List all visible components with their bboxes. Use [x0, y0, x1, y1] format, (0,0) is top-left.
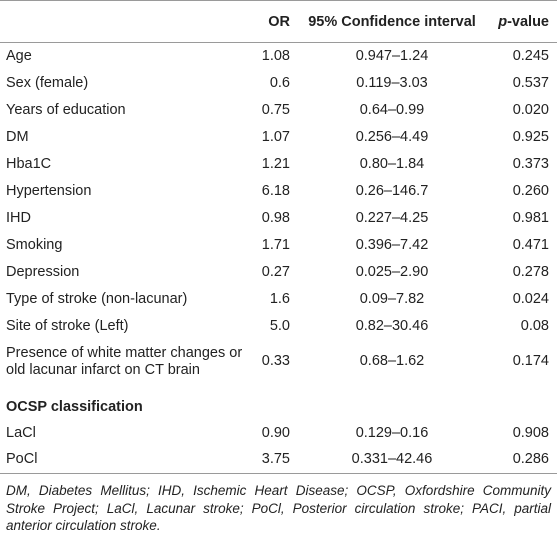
table-cell: 0.26–146.7	[355, 182, 429, 199]
table-cell: 0.981	[512, 209, 549, 226]
table-cell: DM	[6, 128, 29, 145]
section-row: OCSP classification	[0, 384, 557, 420]
table-cell: 0.09–7.82	[359, 290, 425, 307]
table-cell: 0.80–1.84	[359, 155, 425, 172]
table-cell: 0.537	[512, 74, 549, 91]
table-cell: 0.64–0.99	[359, 101, 425, 118]
header-row: OR 95% Confidence interval p-value	[0, 0, 557, 43]
table-cell: 0.025–2.90	[355, 263, 429, 280]
table-row: Smoking 1.71 0.396–7.42 0.471	[0, 232, 557, 259]
table-row: Presence of white matter changes or old …	[0, 340, 557, 384]
table-cell: 0.396–7.42	[355, 236, 429, 253]
table-cell: Years of education	[6, 101, 126, 118]
table-cell: Presence of white matter changes or old …	[6, 344, 243, 378]
table-row: Hypertension 6.18 0.26–146.7 0.260	[0, 178, 557, 205]
table-cell: 0.331–42.46	[351, 451, 433, 468]
table-cell: 0.6	[269, 74, 290, 91]
table-cell: 0.245	[512, 47, 549, 64]
table-row: Depression 0.27 0.025–2.90 0.278	[0, 259, 557, 286]
table-row: Years of education 0.75 0.64–0.99 0.020	[0, 97, 557, 124]
table-row: PoCl 3.75 0.331–42.46 0.286	[0, 447, 557, 474]
table-cell: 0.90	[261, 424, 290, 441]
table-cell: 1.21	[261, 155, 290, 172]
table-cell: 0.471	[512, 236, 549, 253]
table-cell: 0.08	[520, 317, 549, 334]
table-cell: 0.925	[512, 128, 549, 145]
table-cell: IHD	[6, 209, 31, 226]
table-row: Site of stroke (Left) 5.0 0.82–30.46 0.08	[0, 313, 557, 340]
table-cell: Sex (female)	[6, 74, 89, 91]
table-header: OR 95% Confidence interval p-value	[0, 0, 557, 43]
table-cell: Hba1C	[6, 155, 52, 172]
table-cell: Type of stroke (non-lacunar)	[6, 290, 188, 307]
table-cell: 1.71	[261, 236, 290, 253]
table-cell: 0.33	[261, 353, 290, 369]
table-cell: Site of stroke (Left)	[6, 317, 129, 334]
table-cell: 0.82–30.46	[355, 317, 429, 334]
table-cell: Depression	[6, 263, 80, 280]
table-cell: 0.119–3.03	[356, 74, 428, 91]
table-cell: 0.98	[261, 209, 290, 226]
table-cell: Hypertension	[6, 182, 92, 199]
table-cell: 0.27	[261, 263, 290, 280]
table-row: Sex (female) 0.6 0.119–3.03 0.537	[0, 70, 557, 97]
table-cell: 3.75	[261, 451, 290, 468]
table-row: IHD 0.98 0.227–4.25 0.981	[0, 205, 557, 232]
table-body: Age 1.08 0.947–1.24 0.245 Sex (female) 0.6 0.1…	[0, 43, 557, 474]
table-cell: 0.75	[261, 101, 290, 118]
table-row: Age 1.08 0.947–1.24 0.245	[0, 43, 557, 70]
table-cell: 1.08	[261, 47, 290, 64]
table-cell: 0.373	[512, 155, 549, 172]
table-cell: 0.908	[512, 424, 549, 441]
table-cell: 0.947–1.24	[355, 47, 429, 64]
table-row: Type of stroke (non-lacunar) 1.6 0.09–7.82…	[0, 286, 557, 313]
header-cell: OR	[268, 13, 290, 30]
table-cell: 0.227–4.25	[355, 209, 429, 226]
table-row: LaCl 0.90 0.129–0.16 0.908	[0, 420, 557, 447]
table-row: DM 1.07 0.256–4.49 0.925	[0, 124, 557, 151]
header-cell: p-value	[498, 13, 549, 30]
section-title: OCSP classification	[6, 398, 143, 415]
table-cell: 0.129–0.16	[355, 424, 429, 441]
table-cell: 0.020	[512, 101, 549, 118]
table-cell: 1.07	[261, 128, 290, 145]
table-cell: 5.0	[269, 317, 290, 334]
table-cell: 1.6	[269, 290, 290, 307]
table-cell: 0.278	[512, 263, 549, 280]
table-cell: 0.024	[512, 290, 549, 307]
header-cell	[0, 1, 250, 43]
footnote: DM, Diabetes Mellitus; IHD, Ischemic Hea…	[6, 483, 551, 533]
table-cell: 0.256–4.49	[355, 128, 429, 145]
table-cell: 0.174	[512, 353, 549, 369]
table-cell: LaCl	[6, 424, 36, 441]
table-cell: PoCl	[6, 451, 38, 468]
table-cell: 0.260	[512, 182, 549, 199]
results-table: OR 95% Confidence interval p-value Age 1.08…	[0, 0, 557, 474]
header-cell: 95% Confidence interval	[308, 13, 476, 30]
table-cell: Age	[6, 47, 32, 64]
table-cell: 0.286	[512, 451, 549, 468]
table-cell: 0.68–1.62	[359, 353, 425, 369]
table-row: Hba1C 1.21 0.80–1.84 0.373	[0, 151, 557, 178]
table-cell: Smoking	[6, 236, 63, 253]
table-cell: 6.18	[261, 182, 290, 199]
